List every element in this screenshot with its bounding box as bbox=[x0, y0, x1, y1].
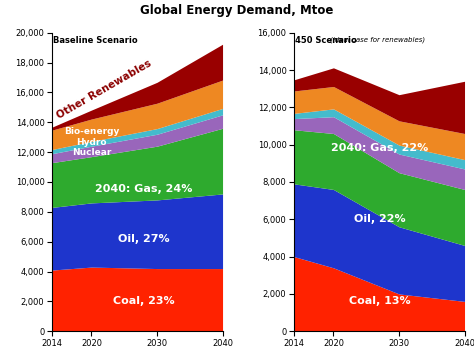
Text: Nuclear: Nuclear bbox=[72, 148, 111, 157]
Text: Coal, 13%: Coal, 13% bbox=[348, 296, 410, 306]
Text: Bio-energy: Bio-energy bbox=[64, 127, 119, 136]
Text: 2040: Gas, 24%: 2040: Gas, 24% bbox=[95, 185, 192, 194]
Text: Oil, 27%: Oil, 27% bbox=[118, 234, 170, 244]
Text: 2040: Gas, 22%: 2040: Gas, 22% bbox=[331, 143, 428, 153]
Text: Coal, 23%: Coal, 23% bbox=[113, 296, 175, 306]
Text: Oil, 22%: Oil, 22% bbox=[354, 214, 405, 224]
Text: Other Renewables: Other Renewables bbox=[55, 58, 154, 121]
Text: (ideal case for renewables): (ideal case for renewables) bbox=[330, 36, 425, 43]
Text: Hydro: Hydro bbox=[76, 138, 107, 147]
Text: Global Energy Demand, Mtoe: Global Energy Demand, Mtoe bbox=[140, 4, 334, 17]
Text: 450 Scenario: 450 Scenario bbox=[295, 36, 356, 46]
Text: Baseline Scenario: Baseline Scenario bbox=[53, 36, 137, 45]
